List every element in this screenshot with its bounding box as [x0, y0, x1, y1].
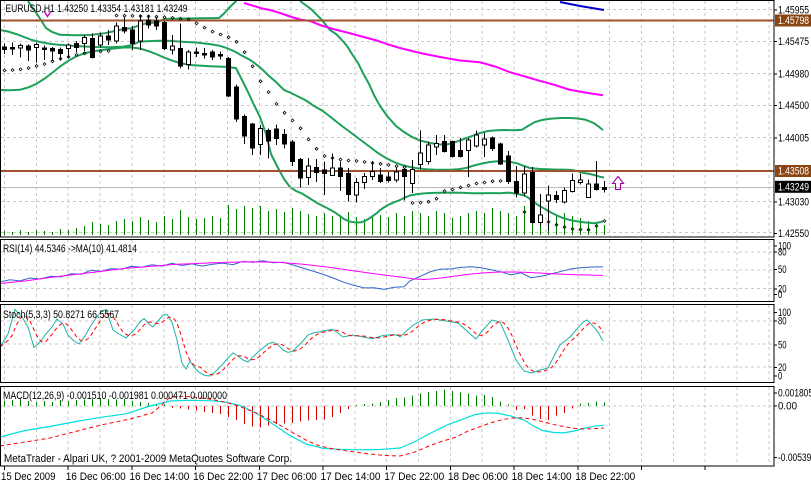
svg-text:1.43030: 1.43030	[778, 196, 809, 208]
svg-text:17 Dec 14:00: 17 Dec 14:00	[321, 471, 381, 483]
svg-text:1.42550: 1.42550	[778, 228, 809, 240]
svg-text:EURUSD,H1 1.43250 1.43354 1.4: EURUSD,H1 1.43250 1.43354 1.43181 1.4324…	[6, 3, 188, 15]
svg-text:1.45798: 1.45798	[778, 15, 809, 27]
svg-text:20: 20	[778, 362, 787, 374]
svg-text:17 Dec 22:00: 17 Dec 22:00	[384, 471, 444, 483]
svg-text:80: 80	[778, 316, 787, 328]
svg-text:100: 100	[778, 307, 791, 319]
svg-text:MetaTrader - Alpari UK, ? 2001: MetaTrader - Alpari UK, ? 2001-2009 Meta…	[4, 453, 292, 465]
svg-text:1.44980: 1.44980	[778, 68, 809, 80]
svg-text:18 Dec 14:00: 18 Dec 14:00	[512, 471, 572, 483]
svg-text:-0.005395: -0.005395	[778, 452, 811, 464]
svg-text:Stoch(5,3,3) 50.8271 66.5567: Stoch(5,3,3) 50.8271 66.5567	[3, 309, 119, 321]
svg-text:0.00: 0.00	[778, 400, 797, 412]
svg-text:1.44005: 1.44005	[778, 132, 809, 144]
svg-text:0: 0	[778, 289, 782, 301]
svg-text:1.44500: 1.44500	[778, 100, 809, 112]
svg-text:15 Dec 2009: 15 Dec 2009	[1, 471, 56, 483]
svg-text:1.45475: 1.45475	[778, 36, 809, 48]
svg-text:0: 0	[778, 371, 782, 383]
svg-text:16 Dec 06:00: 16 Dec 06:00	[66, 471, 126, 483]
svg-text:16 Dec 14:00: 16 Dec 14:00	[129, 471, 189, 483]
svg-text:16 Dec 22:00: 16 Dec 22:00	[193, 471, 253, 483]
svg-text:20: 20	[778, 283, 787, 295]
svg-text:RSI(14) 44.5346 ->MA(10) 41.4: RSI(14) 44.5346 ->MA(10) 41.4814	[3, 243, 137, 255]
svg-text:17 Dec 06:00: 17 Dec 06:00	[257, 471, 317, 483]
svg-text:50: 50	[778, 339, 787, 351]
svg-text:MACD(12,26,9) -0.001510 -0.001: MACD(12,26,9) -0.001510 -0.001981 0.0004…	[3, 390, 227, 402]
svg-text:100: 100	[778, 241, 791, 253]
svg-text:80: 80	[778, 246, 787, 258]
svg-text:50: 50	[778, 264, 787, 276]
svg-text:18 Dec 06:00: 18 Dec 06:00	[448, 471, 508, 483]
svg-text:1.43508: 1.43508	[778, 166, 809, 178]
svg-text:1.45955: 1.45955	[778, 5, 809, 17]
svg-text:18 Dec 22:00: 18 Dec 22:00	[575, 471, 635, 483]
svg-text:1.43249: 1.43249	[778, 182, 809, 194]
svg-text:0.001805: 0.001805	[778, 388, 811, 400]
